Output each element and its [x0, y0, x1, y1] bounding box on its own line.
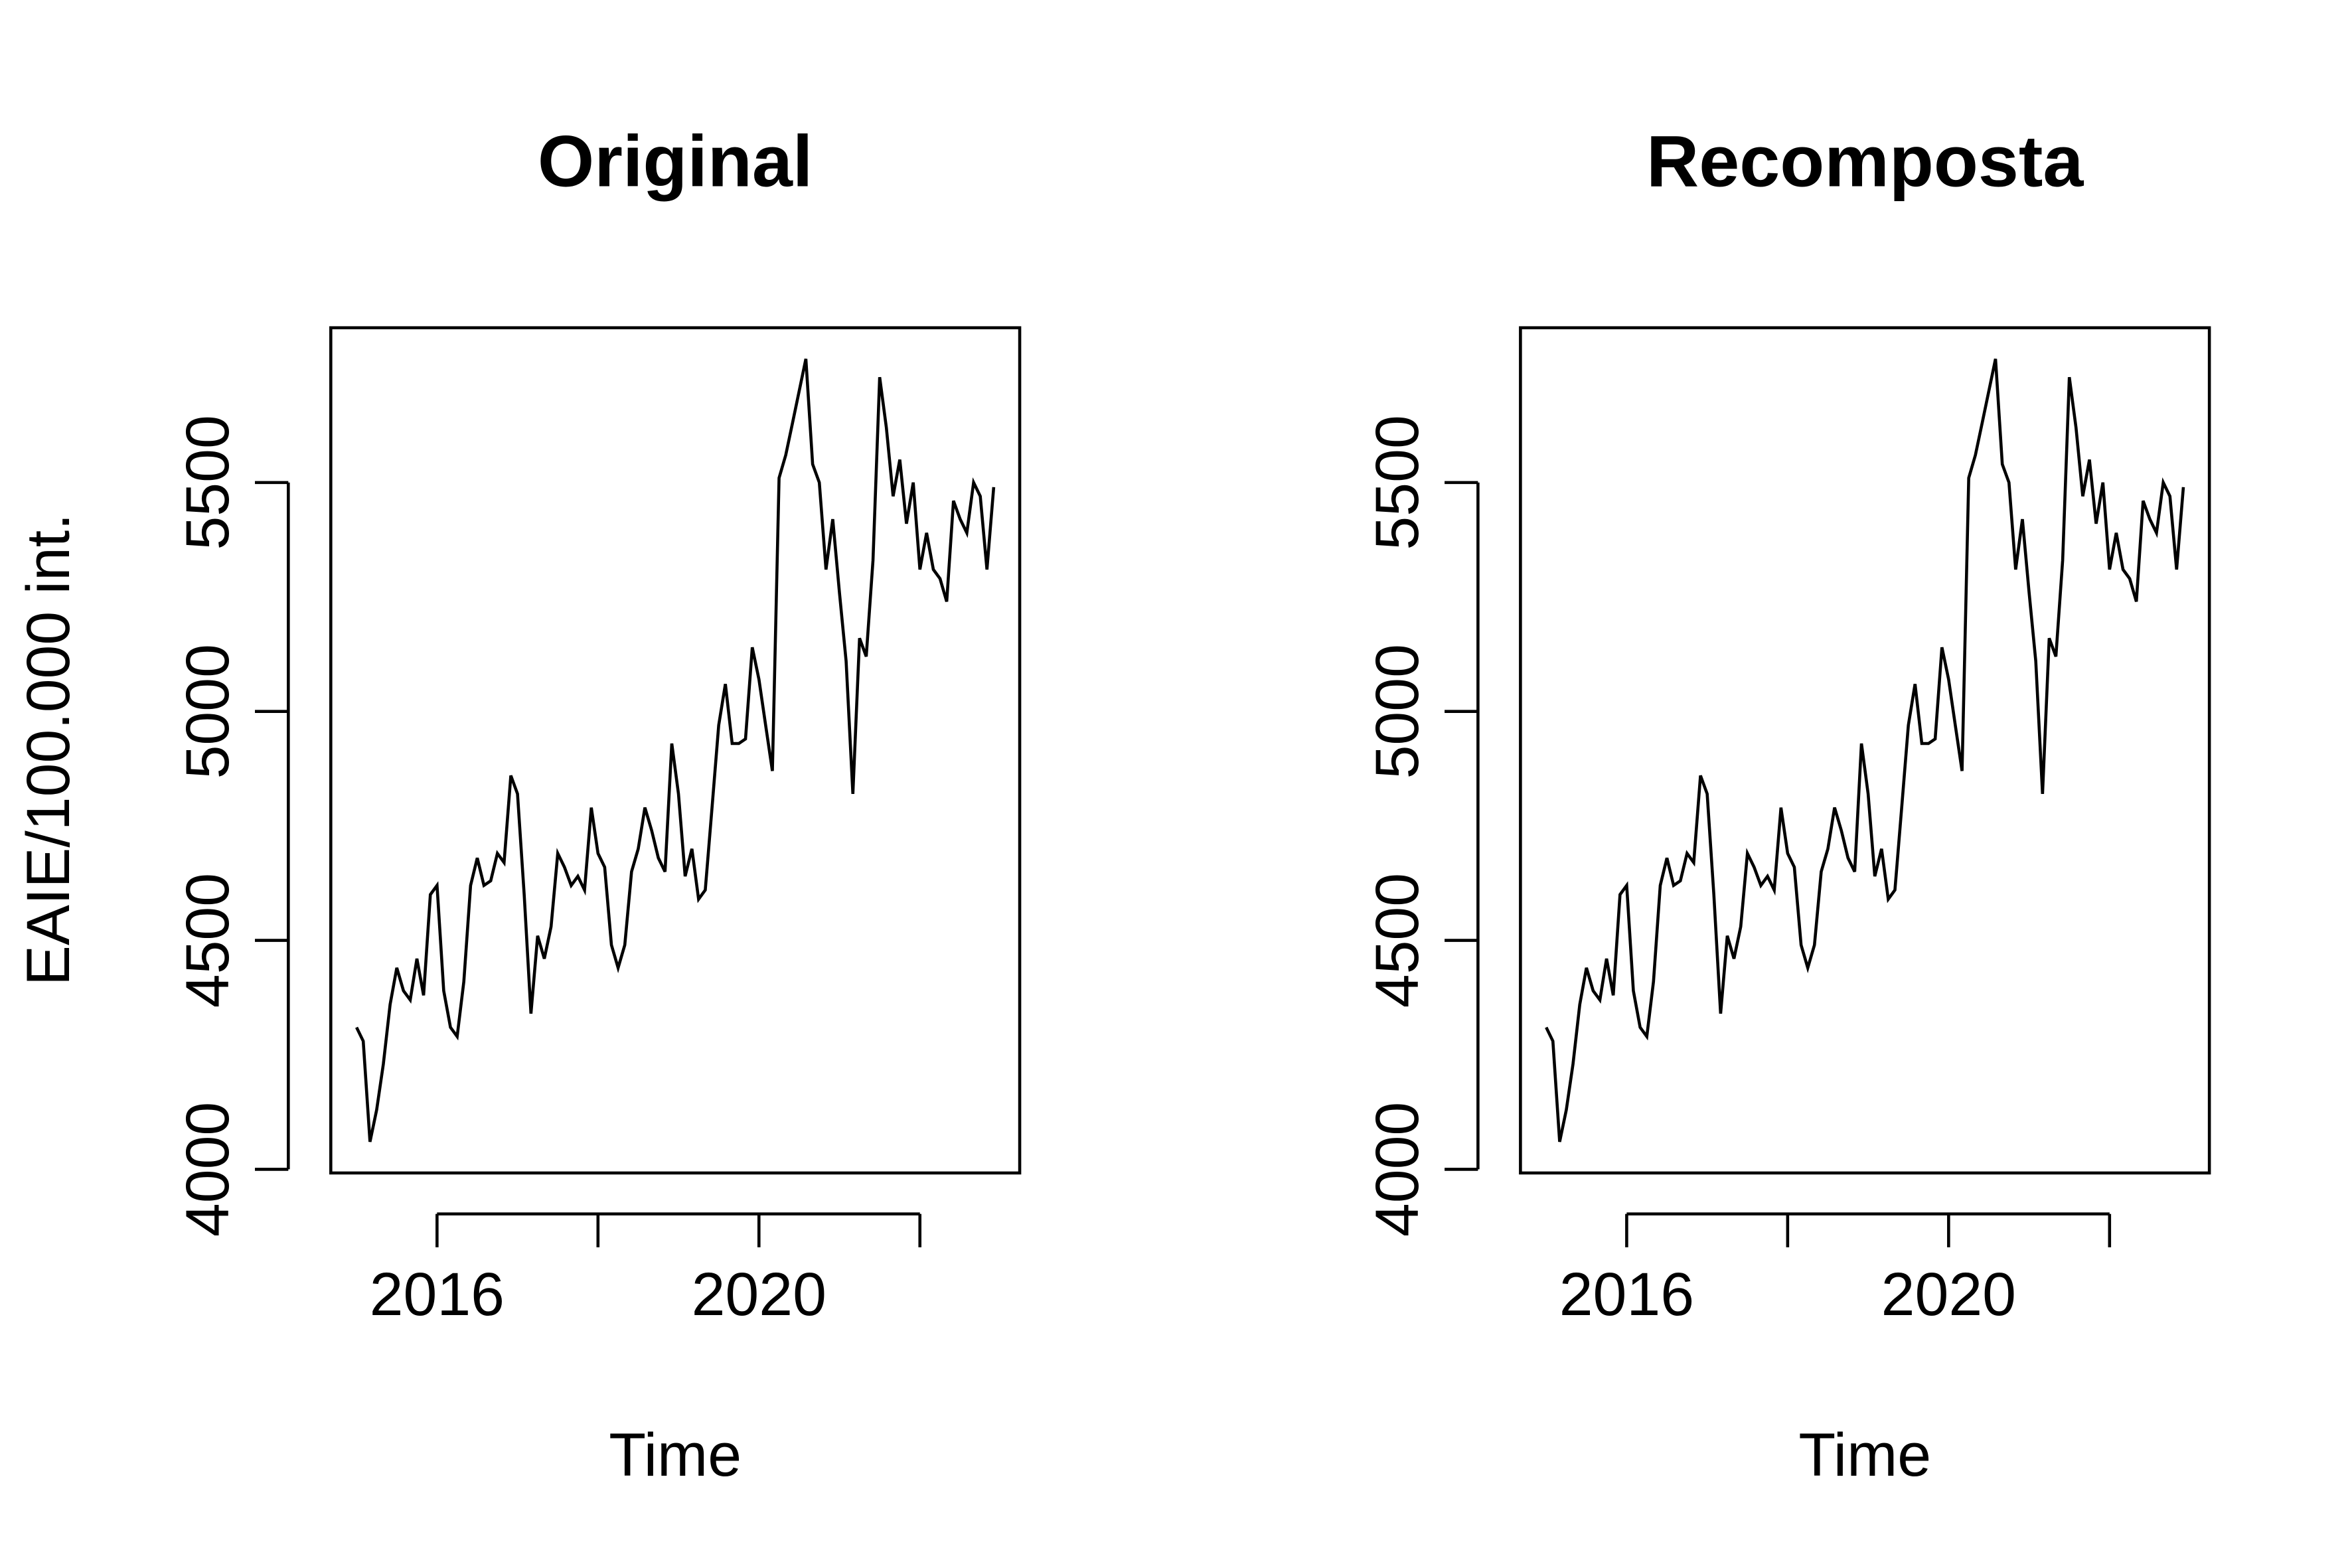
- chart-title: Original: [538, 121, 813, 202]
- y-tick-label: 5500: [1364, 415, 1431, 550]
- y-tick-label: 5000: [174, 644, 242, 779]
- series-line: [355, 358, 996, 1142]
- y-tick-label: 4000: [1364, 1102, 1431, 1237]
- y-tick-label: 4500: [1364, 873, 1431, 1008]
- x-tick-label: 2016: [370, 1261, 505, 1328]
- plot-box: [329, 326, 1022, 1175]
- chart-title: Recomposta: [1646, 121, 2084, 202]
- plot-box: [1519, 326, 2211, 1175]
- y-tick-label: 4000: [174, 1102, 242, 1237]
- x-axis-label: Time: [609, 1421, 742, 1489]
- series-line: [1545, 358, 2185, 1142]
- y-tick-label: 5500: [174, 415, 242, 550]
- x-tick-label: 2020: [1881, 1261, 2016, 1328]
- y-tick-label: 4500: [174, 873, 242, 1008]
- y-tick-label: 5000: [1364, 644, 1431, 779]
- x-tick-label: 2020: [692, 1261, 826, 1328]
- x-axis-label: Time: [1798, 1421, 1931, 1489]
- x-tick-label: 2016: [1559, 1261, 1694, 1328]
- y-axis-label: EAIE/100.000 int.: [15, 513, 82, 986]
